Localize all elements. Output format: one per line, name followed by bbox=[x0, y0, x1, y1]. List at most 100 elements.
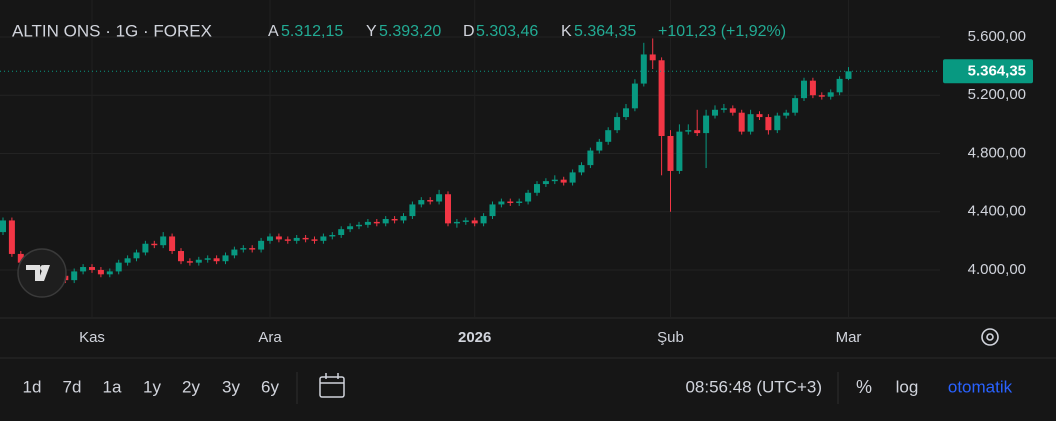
candle-body bbox=[222, 255, 229, 262]
candle-body bbox=[320, 236, 327, 241]
candle-body bbox=[436, 194, 443, 202]
candle-body bbox=[640, 54, 647, 84]
candle-body bbox=[195, 259, 202, 263]
candle-body bbox=[605, 130, 612, 142]
candle-body bbox=[480, 216, 487, 224]
candle-body bbox=[809, 80, 816, 96]
ohlc-value: 5.303,46 bbox=[476, 23, 538, 40]
candle-body bbox=[516, 201, 523, 203]
range-button[interactable]: 1y bbox=[143, 377, 161, 396]
candle-body bbox=[240, 248, 247, 250]
ohlc-key: K bbox=[561, 23, 572, 40]
candle-body bbox=[427, 200, 434, 202]
candle-body bbox=[694, 130, 701, 134]
candle-body bbox=[551, 179, 558, 182]
x-tick-label: Kas bbox=[79, 329, 105, 346]
candle-body bbox=[720, 108, 727, 110]
candle-body bbox=[676, 131, 683, 171]
candle-body bbox=[80, 267, 87, 272]
y-tick-label: 5.200,00 bbox=[968, 86, 1026, 103]
candle-body bbox=[453, 221, 460, 224]
candle-body bbox=[391, 218, 398, 221]
candle-body bbox=[587, 150, 594, 166]
candle-body bbox=[738, 112, 745, 132]
candle-body bbox=[160, 236, 167, 246]
candle-body bbox=[827, 92, 834, 97]
candle-body bbox=[667, 135, 674, 171]
last-price-badge bbox=[943, 59, 1033, 84]
candle-body bbox=[649, 54, 656, 61]
candle-body bbox=[507, 201, 514, 203]
range-button[interactable]: 2y bbox=[182, 377, 200, 396]
candle-body bbox=[338, 229, 345, 236]
candle-body bbox=[249, 248, 256, 250]
candle-body bbox=[534, 184, 540, 193]
range-button[interactable]: 6y bbox=[261, 377, 279, 396]
candle-body bbox=[542, 181, 549, 185]
ohlc-key: A bbox=[268, 23, 279, 40]
y-tick-label: 4.400,00 bbox=[968, 203, 1026, 220]
candle-body bbox=[106, 271, 113, 275]
candle-body bbox=[267, 236, 273, 241]
candle-body bbox=[89, 267, 95, 270]
candle-body bbox=[311, 239, 318, 241]
candle-body bbox=[729, 108, 736, 113]
candle-body bbox=[801, 80, 807, 99]
clock: 08:56:48 (UTC+3) bbox=[685, 377, 822, 396]
candle-body bbox=[204, 258, 211, 260]
candle-body bbox=[560, 179, 567, 183]
chart-title: ALTIN ONS · 1G · FOREX bbox=[12, 21, 212, 40]
candle-body bbox=[409, 204, 416, 217]
settings-icon[interactable] bbox=[981, 328, 999, 346]
tv-logo bbox=[17, 248, 67, 298]
candle-body bbox=[0, 220, 6, 233]
candle-body bbox=[17, 253, 24, 263]
candle-body bbox=[364, 221, 371, 225]
candle-body bbox=[356, 224, 362, 227]
candle-body bbox=[382, 218, 389, 224]
percent-toggle[interactable]: % bbox=[856, 377, 872, 397]
range-button[interactable]: 3y bbox=[222, 377, 240, 396]
range-button[interactable]: 7d bbox=[63, 377, 82, 396]
candle-body bbox=[489, 204, 496, 217]
candle-body bbox=[418, 200, 425, 205]
ohlc-key: D bbox=[463, 23, 475, 40]
candle-body bbox=[151, 243, 158, 246]
y-tick-label: 4.000,00 bbox=[968, 261, 1026, 278]
candle-body bbox=[71, 271, 78, 281]
candle-body bbox=[115, 262, 122, 272]
candle-body bbox=[756, 114, 763, 118]
ohlc-value: 5.393,20 bbox=[379, 23, 441, 40]
range-button[interactable]: 1d bbox=[23, 377, 42, 396]
candle-body bbox=[578, 165, 585, 173]
candle-body bbox=[400, 216, 407, 221]
log-toggle[interactable]: log bbox=[896, 377, 919, 396]
candle-body bbox=[302, 237, 309, 240]
ohlc-key: Y bbox=[366, 23, 377, 40]
ohlc-value: 5.364,35 bbox=[574, 23, 636, 40]
range-button[interactable]: 1a bbox=[103, 377, 122, 396]
candle-body bbox=[818, 95, 825, 97]
candle-body bbox=[845, 71, 852, 79]
candle-body bbox=[124, 258, 131, 263]
candle-body bbox=[462, 220, 469, 222]
auto-toggle[interactable]: otomatik bbox=[948, 377, 1013, 396]
candle-body bbox=[178, 251, 184, 262]
x-tick-label: Şub bbox=[657, 329, 684, 346]
calendar-icon[interactable] bbox=[319, 373, 345, 398]
candle-body bbox=[747, 114, 754, 132]
x-tick-label: Mar bbox=[836, 329, 862, 346]
candle-body bbox=[836, 78, 843, 93]
candle-body bbox=[258, 240, 265, 250]
candle-body bbox=[765, 117, 772, 131]
candle-body bbox=[614, 117, 621, 131]
x-tick-label: 2026 bbox=[458, 329, 491, 346]
candle-body bbox=[329, 235, 336, 237]
candle-body bbox=[8, 220, 15, 254]
candle-body bbox=[792, 98, 799, 113]
candle-body bbox=[658, 60, 665, 136]
candle-body bbox=[293, 237, 300, 241]
y-tick-label: 4.800,00 bbox=[968, 144, 1026, 161]
candle-body bbox=[498, 201, 505, 205]
